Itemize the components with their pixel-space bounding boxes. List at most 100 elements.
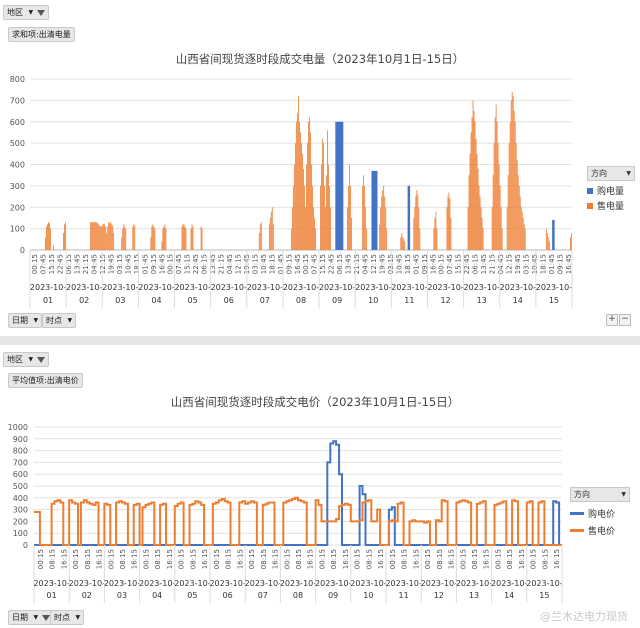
sell-volume-bar [521, 211, 523, 250]
x-tick-label: 03:15 [116, 254, 124, 274]
date-label: 08 [296, 296, 306, 305]
x-tick-label: 08:15 [401, 549, 409, 569]
x-tick-label: 18:15 [539, 254, 547, 274]
chevron-down-icon: ▼ [28, 9, 34, 16]
legend-field-button[interactable]: 方向 ▼ [587, 166, 635, 181]
x-tick-label: 01:45 [141, 254, 149, 274]
x-tick-label: 00:15 [142, 549, 150, 569]
sell-volume-bar [314, 217, 315, 250]
x-tick-label: 09:15 [556, 254, 564, 274]
volume-pivot-chart: 地区 ▼ 求和项:出清电量 山西省间现货逐时段成交电量（2023年10月1日-1… [3, 5, 635, 328]
x-tick-label: 15:15 [184, 254, 192, 274]
sell-volume-bar [495, 104, 497, 251]
x-tick-label: 13:45 [345, 254, 353, 274]
sell-volume-bar [348, 185, 349, 250]
sell-volume-bar [547, 237, 549, 250]
filter-icon [37, 356, 46, 363]
watermark: @兰木达电力现货 [540, 610, 628, 623]
sell-volume-bar [181, 226, 183, 250]
region-filter-label: 地区 [7, 8, 23, 17]
x-tick-label: 10:45 [531, 254, 539, 274]
x-tick-label: 08:15 [260, 549, 268, 569]
legend-swatch-buy [587, 187, 593, 194]
sell-volume-bar [418, 207, 420, 250]
date-field-button[interactable]: 日期 ▼ [8, 313, 43, 328]
x-tick-label: 00:15 [318, 549, 326, 569]
sell-volume-bar [329, 185, 330, 250]
region-filter-button[interactable]: 地区 ▼ [3, 5, 50, 20]
sell-volume-bar [472, 100, 474, 250]
x-tick-label: 07:45 [311, 254, 319, 274]
legend-label-sell: 售电量 [597, 202, 625, 212]
date-field-button-2[interactable]: 日期 ▼ [8, 610, 55, 625]
x-tick-label: 08:15 [436, 549, 444, 569]
sell-volume-bar [507, 175, 509, 250]
x-tick-label: 16:15 [236, 549, 244, 569]
x-tick-label: 15:15 [319, 254, 327, 274]
sell-volume-bar [384, 196, 386, 250]
x-tick-label: 13:45 [74, 254, 82, 274]
y-tick-label: 800 [10, 75, 25, 84]
date-label: 04 [152, 591, 162, 600]
x-tick-label: 01:45 [412, 254, 420, 274]
collapse-button[interactable]: − [619, 314, 631, 326]
sell-volume-bar [259, 224, 261, 250]
sell-volume-bar [512, 96, 514, 250]
sell-volume-bar [311, 164, 312, 250]
date-label: 15 [539, 591, 549, 600]
sell-volume-bar [100, 226, 102, 250]
x-tick-label: 15:15 [455, 254, 463, 274]
legend-swatch-sell [587, 202, 593, 209]
time-field-button[interactable]: 时点 ▼ [42, 313, 77, 328]
x-tick-label: 03:15 [251, 254, 259, 274]
sell-volume-bar [323, 143, 324, 250]
value-field-label: 求和项:出清电量 [12, 30, 71, 39]
legend-field-button-2[interactable]: 方向 ▼ [570, 487, 630, 502]
buy-volume-bar [335, 121, 344, 250]
sell-volume-bar [404, 241, 406, 250]
sell-volume-bar [569, 237, 571, 250]
value-field-button[interactable]: 求和项:出清电量 [8, 27, 75, 42]
buy-volume-bar [552, 220, 555, 250]
sell-volume-bar [98, 224, 100, 250]
legend-swatch-buy-price [570, 512, 584, 515]
x-tick-label: 06:15 [472, 254, 480, 274]
sell-volume-bar [295, 121, 297, 250]
date-group-label: 2023-10- [30, 283, 66, 292]
legend-item-sell: 售电量 [587, 200, 635, 212]
sell-volume-bar [365, 207, 367, 250]
x-tick-label: 00:15 [438, 254, 446, 274]
sell-volume-bar [164, 224, 166, 250]
date-label: 04 [151, 296, 161, 305]
date-group-label: 2023-10- [211, 283, 247, 292]
sell-volume-bar [385, 207, 387, 250]
sell-volume-bar [450, 217, 452, 250]
x-tick-label: 00:15 [459, 549, 467, 569]
sell-volume-bar [162, 228, 164, 250]
date-group-label: 2023-10- [174, 579, 210, 588]
date-group-label: 2023-10- [33, 579, 69, 588]
y-tick-label: 300 [10, 182, 25, 191]
value-field-button-2[interactable]: 平均值项:出清电价 [8, 373, 83, 388]
date-group-label: 2023-10- [102, 283, 138, 292]
region-filter-button-2[interactable]: 地区 ▼ [3, 352, 50, 367]
time-field-button-2[interactable]: 时点 ▼ [50, 610, 85, 625]
date-label: 12 [440, 296, 450, 305]
date-group-label: 2023-10- [391, 283, 427, 292]
date-group-label: 2023-10- [319, 283, 355, 292]
x-tick-label: 13:45 [209, 254, 217, 274]
x-tick-label: 16:15 [307, 549, 315, 569]
expand-button[interactable]: + [606, 314, 618, 326]
sell-volume-bar [134, 225, 136, 250]
sell-volume-bar [508, 143, 510, 250]
x-tick-label: 19:45 [378, 254, 386, 274]
date-field-label: 日期 [12, 316, 28, 325]
filter-icon [42, 614, 51, 621]
sell-volume-bar [570, 232, 572, 250]
x-tick-label: 00:15 [530, 549, 538, 569]
chart-title: 山西省间现货逐时段成交电量（2023年10月1日-15日） [176, 52, 465, 66]
panel-separator [0, 336, 640, 345]
x-tick-label: 22:45 [192, 254, 200, 274]
sell-volume-bar [516, 160, 518, 250]
x-tick-label: 08:15 [506, 549, 514, 569]
